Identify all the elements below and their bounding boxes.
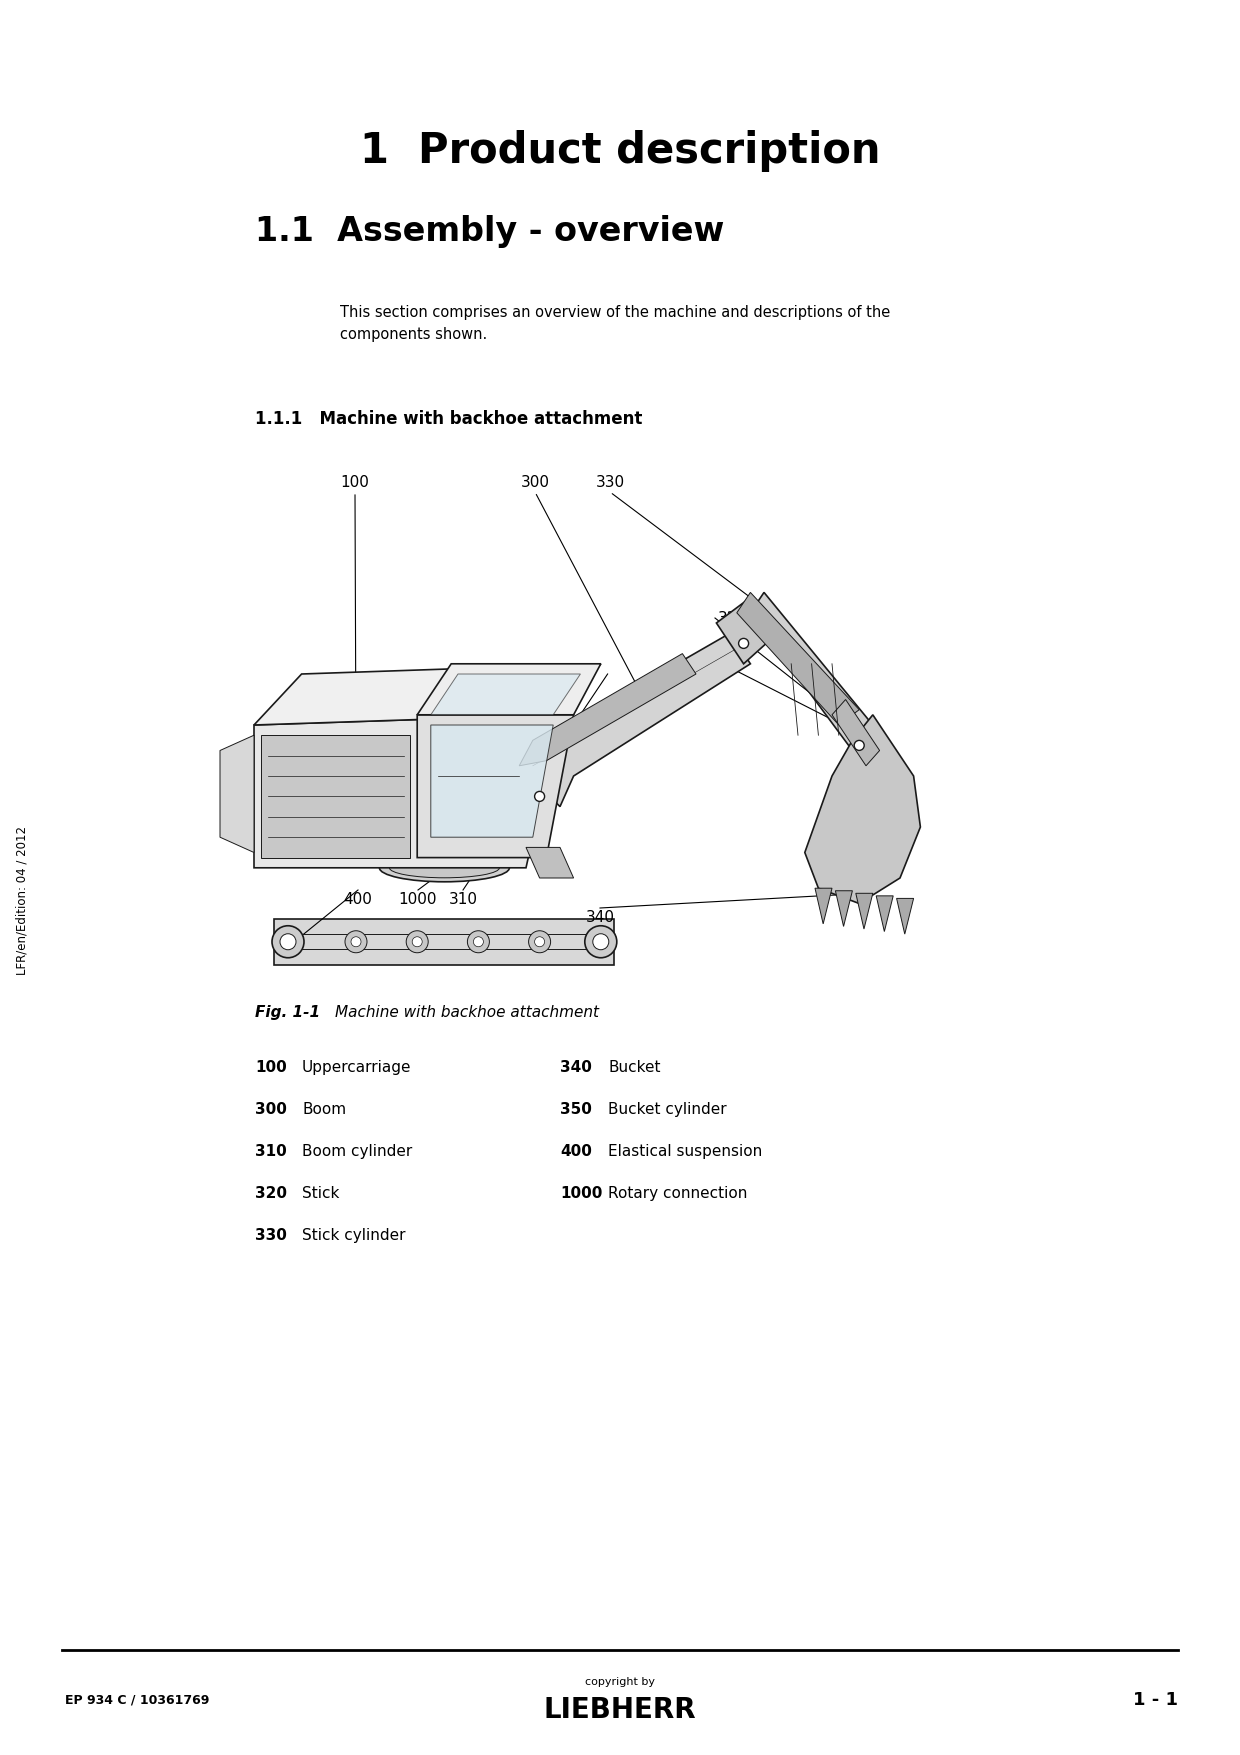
Text: 100: 100 [255, 1060, 286, 1076]
Polygon shape [219, 735, 254, 853]
Text: 330: 330 [255, 1228, 286, 1243]
Circle shape [854, 741, 864, 751]
Text: Stick: Stick [303, 1186, 340, 1200]
Circle shape [528, 930, 551, 953]
Text: 1 - 1: 1 - 1 [1133, 1692, 1178, 1709]
Circle shape [467, 930, 490, 953]
Circle shape [272, 925, 304, 958]
Polygon shape [520, 653, 696, 765]
Polygon shape [260, 735, 410, 858]
Polygon shape [430, 725, 553, 837]
Text: 1000: 1000 [560, 1186, 603, 1200]
Circle shape [474, 937, 484, 946]
Text: 350: 350 [718, 653, 746, 667]
Ellipse shape [379, 853, 510, 881]
Polygon shape [526, 848, 574, 878]
Polygon shape [750, 593, 873, 751]
Text: 320: 320 [255, 1186, 286, 1200]
Text: Stick cylinder: Stick cylinder [303, 1228, 405, 1243]
Polygon shape [526, 634, 750, 807]
Polygon shape [430, 674, 580, 714]
Text: Boom cylinder: Boom cylinder [303, 1144, 412, 1158]
Text: Boom: Boom [303, 1102, 346, 1116]
Polygon shape [417, 663, 601, 714]
Polygon shape [856, 893, 873, 928]
Text: 100: 100 [341, 476, 370, 490]
Text: copyright by: copyright by [585, 1678, 655, 1687]
Polygon shape [254, 663, 601, 725]
Text: 1  Product description: 1 Product description [360, 130, 880, 172]
Text: LFR/en/Edition: 04 / 2012: LFR/en/Edition: 04 / 2012 [15, 825, 29, 974]
Polygon shape [897, 899, 914, 934]
Text: Elastical suspension: Elastical suspension [608, 1144, 763, 1158]
Text: 300: 300 [521, 476, 549, 490]
Text: Rotary connection: Rotary connection [608, 1186, 748, 1200]
Text: 300: 300 [255, 1102, 286, 1116]
Text: Uppercarriage: Uppercarriage [303, 1060, 412, 1076]
Polygon shape [274, 920, 614, 965]
Circle shape [585, 925, 616, 958]
Polygon shape [877, 895, 893, 932]
Circle shape [345, 930, 367, 953]
Text: Bucket: Bucket [608, 1060, 661, 1076]
Text: Machine with backhoe attachment: Machine with backhoe attachment [335, 1006, 599, 1020]
Text: 400: 400 [560, 1144, 591, 1158]
Text: 310: 310 [449, 892, 477, 907]
Text: 340: 340 [585, 911, 615, 925]
Text: This section comprises an overview of the machine and descriptions of the
compon: This section comprises an overview of th… [340, 305, 890, 342]
Text: 400: 400 [343, 892, 372, 907]
Circle shape [351, 937, 361, 946]
Text: 340: 340 [560, 1060, 591, 1076]
Polygon shape [805, 714, 920, 904]
Circle shape [534, 792, 544, 802]
Text: 350: 350 [560, 1102, 591, 1116]
Circle shape [407, 930, 428, 953]
Polygon shape [836, 892, 852, 927]
Text: Bucket cylinder: Bucket cylinder [608, 1102, 727, 1116]
Text: 1000: 1000 [399, 892, 438, 907]
Polygon shape [832, 700, 879, 765]
Text: 310: 310 [255, 1144, 286, 1158]
Text: 1.1.1   Machine with backhoe attachment: 1.1.1 Machine with backhoe attachment [255, 411, 642, 428]
Text: 320: 320 [718, 611, 746, 625]
Polygon shape [737, 593, 859, 725]
Polygon shape [254, 714, 560, 867]
Circle shape [593, 934, 609, 949]
Text: EP 934 C / 10361769: EP 934 C / 10361769 [64, 1694, 210, 1706]
Polygon shape [815, 888, 832, 923]
Circle shape [739, 639, 749, 648]
Text: LIEBHERR: LIEBHERR [543, 1695, 697, 1723]
Circle shape [412, 937, 422, 946]
Polygon shape [717, 597, 777, 663]
Circle shape [534, 937, 544, 946]
Text: Fig. 1-1: Fig. 1-1 [255, 1006, 320, 1020]
Ellipse shape [389, 858, 500, 878]
Text: 1.1  Assembly - overview: 1.1 Assembly - overview [255, 216, 724, 247]
Polygon shape [417, 714, 574, 858]
Text: 330: 330 [595, 476, 625, 490]
Circle shape [280, 934, 296, 949]
